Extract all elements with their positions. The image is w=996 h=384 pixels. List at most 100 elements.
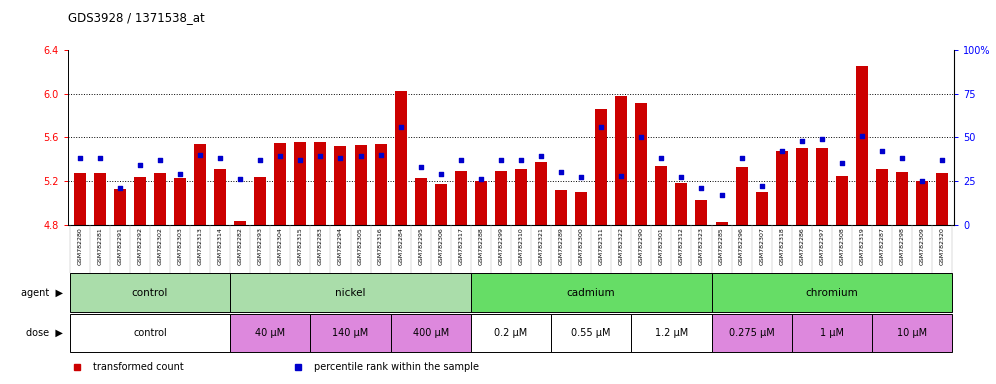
Text: GSM782280: GSM782280 — [78, 227, 83, 265]
Text: GSM782286: GSM782286 — [799, 227, 804, 265]
Text: GSM782312: GSM782312 — [679, 227, 684, 265]
Point — [373, 152, 388, 158]
Text: GSM782292: GSM782292 — [137, 227, 142, 265]
Text: GSM782311: GSM782311 — [599, 227, 604, 265]
Bar — [495, 171, 507, 225]
Text: GSM782290: GSM782290 — [638, 227, 643, 265]
Bar — [695, 200, 707, 225]
Bar — [154, 173, 166, 225]
Text: GSM782281: GSM782281 — [98, 227, 103, 265]
Bar — [230, 314, 311, 353]
Text: GSM782319: GSM782319 — [860, 227, 865, 265]
Text: GSM782305: GSM782305 — [358, 227, 363, 265]
Point — [473, 176, 489, 182]
Bar — [936, 173, 948, 225]
Bar — [70, 314, 230, 353]
Text: GSM782302: GSM782302 — [157, 227, 162, 265]
Point — [754, 183, 770, 189]
Point — [353, 154, 369, 160]
Text: GSM782291: GSM782291 — [118, 227, 123, 265]
Text: GSM782285: GSM782285 — [719, 227, 724, 265]
Text: GSM782288: GSM782288 — [478, 227, 483, 265]
Point — [252, 157, 268, 163]
Point — [553, 169, 569, 175]
Point — [192, 152, 208, 158]
Text: agent  ▶: agent ▶ — [21, 288, 63, 298]
Bar — [335, 146, 347, 225]
Point — [533, 154, 549, 160]
Text: GSM782316: GSM782316 — [378, 227, 383, 265]
Point — [313, 154, 329, 160]
Point — [614, 173, 629, 179]
Bar — [635, 103, 647, 225]
Point — [713, 192, 729, 198]
Bar — [455, 171, 467, 225]
Bar — [74, 173, 86, 225]
Text: transformed count: transformed count — [93, 362, 183, 372]
Bar — [631, 314, 711, 353]
Point — [131, 162, 147, 168]
Bar — [311, 314, 390, 353]
Bar — [896, 172, 908, 225]
Text: nickel: nickel — [336, 288, 366, 298]
Text: GSM782309: GSM782309 — [919, 227, 924, 265]
Text: dose  ▶: dose ▶ — [26, 328, 63, 338]
Bar — [856, 66, 868, 225]
Bar — [551, 314, 631, 353]
Bar — [515, 169, 527, 225]
Bar — [715, 222, 727, 225]
Text: GSM782293: GSM782293 — [258, 227, 263, 265]
Point — [212, 155, 228, 161]
Bar — [94, 173, 106, 225]
Bar — [194, 144, 206, 225]
Bar — [174, 178, 186, 225]
Text: GSM782308: GSM782308 — [840, 227, 845, 265]
Text: GSM782301: GSM782301 — [659, 227, 664, 265]
Point — [513, 157, 529, 163]
Point — [734, 155, 750, 161]
Bar — [916, 181, 928, 225]
Bar — [414, 178, 426, 225]
Bar — [535, 162, 547, 225]
Bar — [796, 148, 808, 225]
Point — [834, 161, 850, 167]
Bar — [355, 145, 367, 225]
Text: GSM782321: GSM782321 — [539, 227, 544, 265]
Text: 40 μM: 40 μM — [255, 328, 285, 338]
Text: 140 μM: 140 μM — [333, 328, 369, 338]
Point — [653, 155, 669, 161]
Text: 10 μM: 10 μM — [897, 328, 927, 338]
Bar — [776, 151, 788, 225]
Text: GSM782287: GSM782287 — [879, 227, 884, 265]
Text: GSM782317: GSM782317 — [458, 227, 463, 265]
Bar — [254, 177, 266, 225]
Point — [392, 124, 408, 130]
Point — [594, 124, 610, 130]
Bar — [70, 273, 230, 312]
Text: GSM782303: GSM782303 — [177, 227, 182, 265]
Bar — [274, 143, 286, 225]
Text: chromium: chromium — [806, 288, 859, 298]
Text: GSM782297: GSM782297 — [820, 227, 825, 265]
Text: GSM782323: GSM782323 — [699, 227, 704, 265]
Point — [72, 155, 88, 161]
Point — [914, 178, 930, 184]
Bar — [675, 183, 687, 225]
Bar — [394, 91, 406, 225]
Bar — [434, 184, 447, 225]
Text: GSM782296: GSM782296 — [739, 227, 744, 265]
Bar — [475, 181, 487, 225]
Text: GSM782306: GSM782306 — [438, 227, 443, 265]
Bar — [214, 169, 226, 225]
Text: GSM782284: GSM782284 — [398, 227, 403, 265]
Point — [272, 154, 288, 160]
Text: GSM782307: GSM782307 — [759, 227, 764, 265]
Bar — [596, 109, 608, 225]
Bar — [816, 148, 828, 225]
Bar — [711, 314, 792, 353]
Bar — [875, 169, 888, 225]
Bar — [756, 192, 768, 225]
Point — [493, 157, 509, 163]
Text: GSM782318: GSM782318 — [779, 227, 784, 265]
Bar — [234, 221, 246, 225]
